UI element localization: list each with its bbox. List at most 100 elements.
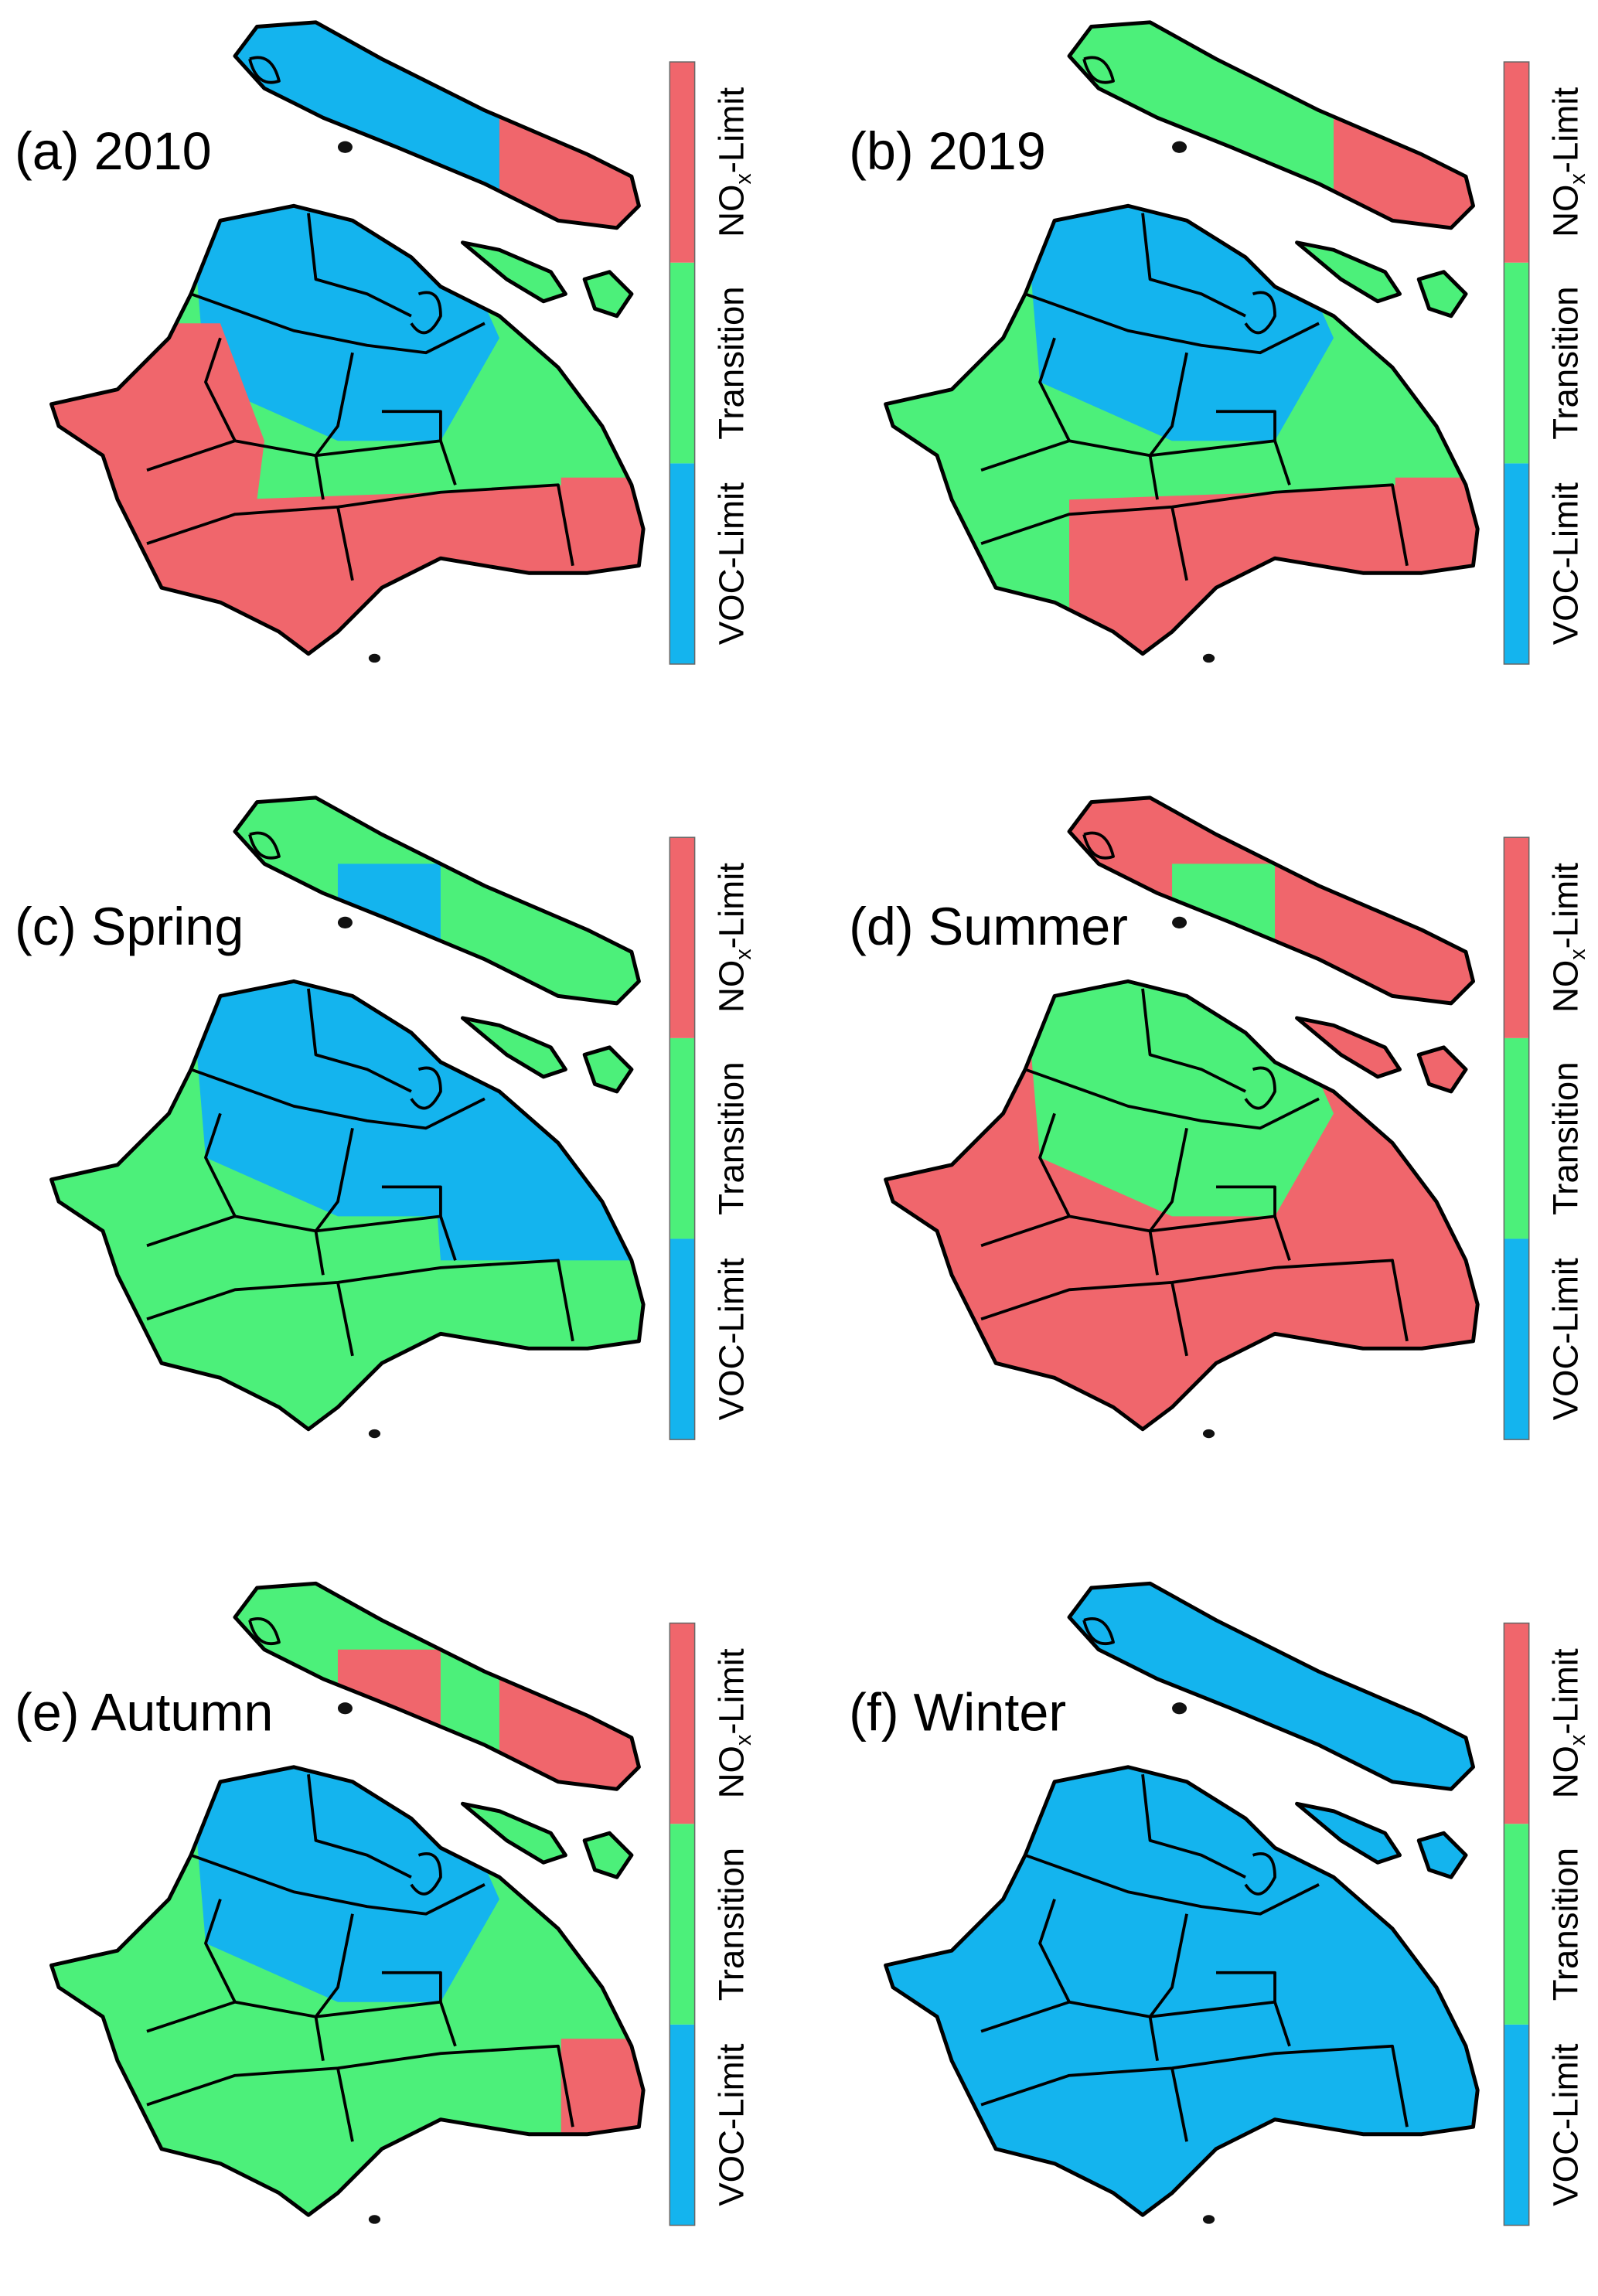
colorbar-segment bbox=[1504, 262, 1529, 464]
district-boundary bbox=[146, 2044, 574, 2127]
colorbar-label: Transition bbox=[1545, 286, 1585, 439]
islet bbox=[1202, 653, 1215, 663]
district-boundary bbox=[314, 1913, 354, 2062]
colorbar-segment bbox=[670, 1037, 695, 1239]
district-boundary bbox=[381, 1185, 442, 1217]
colorbar-label: Transition bbox=[1545, 1061, 1585, 1214]
label-part: NO bbox=[1545, 185, 1585, 237]
region bbox=[499, 1649, 639, 1790]
district-boundary bbox=[146, 1259, 574, 1342]
label-part: -Limit bbox=[1545, 863, 1585, 949]
label-part: Transition bbox=[711, 1061, 751, 1214]
label-part: -Limit bbox=[1545, 1648, 1585, 1735]
panel-label: (e) Autumn bbox=[15, 1683, 273, 1742]
district-boundary bbox=[1148, 1913, 1188, 2062]
district-boundary bbox=[1244, 1066, 1276, 1110]
colorbar-segment bbox=[1504, 62, 1529, 263]
district-boundary bbox=[1024, 1853, 1320, 1916]
label-part: NO bbox=[711, 185, 751, 237]
colorbar-label: VOC-Limit bbox=[711, 1258, 751, 1421]
region bbox=[234, 485, 566, 654]
district-boundary bbox=[336, 2067, 354, 2142]
district-boundary bbox=[146, 2000, 457, 2047]
district-boundary bbox=[146, 483, 574, 567]
islet bbox=[1202, 2215, 1215, 2224]
colorbar-label: Transition bbox=[711, 286, 751, 439]
district-boundary bbox=[1082, 1617, 1115, 1645]
district-boundary bbox=[381, 1971, 442, 2002]
district-boundary bbox=[1148, 1127, 1188, 1276]
district-boundary bbox=[1038, 1112, 1071, 1218]
district-boundary bbox=[204, 1899, 237, 2003]
colorbar-segment bbox=[1504, 1623, 1529, 1824]
district-boundary bbox=[336, 1282, 354, 1357]
district-boundary bbox=[336, 506, 354, 581]
colorbar-label: NOx-Limit bbox=[711, 863, 755, 1013]
colorbar-frame bbox=[1503, 836, 1530, 1440]
district-boundary bbox=[980, 1259, 1409, 1342]
panel: (e) Autumn VOC-Limit Transition NOx-Limit bbox=[15, 1583, 756, 2226]
colorbar-segment bbox=[670, 2024, 695, 2226]
colorbar-segment bbox=[1504, 463, 1529, 665]
district-boundary bbox=[980, 439, 1291, 485]
subscript: x bbox=[1566, 1735, 1590, 1746]
island-regions bbox=[1172, 864, 1276, 967]
colorbar-frame bbox=[669, 1622, 696, 2226]
district-boundary bbox=[980, 2000, 1291, 2047]
region bbox=[425, 1054, 644, 1261]
district-boundary bbox=[248, 831, 281, 860]
colorbar-frame bbox=[1503, 61, 1530, 665]
panel-label: (a) 2010 bbox=[15, 122, 212, 181]
subscript: x bbox=[1566, 949, 1590, 959]
label-part: Transition bbox=[1545, 1848, 1585, 2001]
islet bbox=[337, 916, 353, 928]
colorbar-label: Transition bbox=[711, 1061, 751, 1214]
region bbox=[1395, 477, 1478, 588]
colorbar-segment bbox=[670, 1238, 695, 1440]
district-boundary bbox=[146, 439, 457, 485]
district-boundary bbox=[1141, 1774, 1246, 1879]
colorbar-segment bbox=[1504, 1238, 1529, 1440]
panel: (f) Winter VOC-Limit Transition NOx-Limit bbox=[849, 1583, 1590, 2226]
island bbox=[1069, 1583, 1474, 1790]
colorbar-label: NOx-Limit bbox=[711, 1648, 755, 1798]
district-boundary bbox=[146, 1214, 457, 1261]
map bbox=[51, 1583, 690, 2224]
district-boundary bbox=[190, 1853, 486, 1916]
label-part: NO bbox=[1545, 960, 1585, 1013]
district-boundary bbox=[204, 1112, 237, 1218]
label-part: NO bbox=[711, 1746, 751, 1798]
colorbar-frame bbox=[669, 836, 696, 1440]
label-part: VOC-Limit bbox=[711, 482, 751, 646]
region bbox=[560, 2039, 644, 2149]
panel-label: (c) Spring bbox=[15, 898, 244, 956]
district-boundary bbox=[410, 291, 442, 335]
subscript: x bbox=[731, 173, 756, 184]
colorbar-segment bbox=[1504, 1037, 1529, 1239]
district-boundary bbox=[1170, 1282, 1188, 1357]
district-boundary bbox=[1244, 1852, 1276, 1896]
district-boundary bbox=[1216, 1185, 1276, 1217]
district-boundary bbox=[204, 337, 237, 442]
panel-label: (b) 2019 bbox=[849, 122, 1046, 181]
district-boundary bbox=[1024, 1068, 1320, 1130]
islet bbox=[368, 2215, 381, 2224]
label-part: VOC-Limit bbox=[711, 1258, 751, 1421]
district-boundary bbox=[1170, 506, 1188, 581]
colorbar-segment bbox=[1504, 837, 1529, 1038]
colorbar-label: VOC-Limit bbox=[1545, 482, 1585, 646]
region bbox=[337, 1649, 441, 1753]
islet bbox=[1172, 141, 1187, 153]
district-boundary bbox=[1082, 56, 1115, 84]
colorbar-label: NOx-Limit bbox=[1545, 87, 1589, 237]
colorbar-segment bbox=[1504, 2024, 1529, 2226]
district-boundary bbox=[190, 1068, 486, 1130]
district-boundary bbox=[307, 988, 412, 1093]
island-regions bbox=[499, 88, 639, 228]
district-boundary bbox=[307, 1774, 412, 1879]
label-part: Transition bbox=[711, 286, 751, 439]
colorbar-frame bbox=[669, 61, 696, 665]
islet bbox=[368, 1429, 381, 1439]
